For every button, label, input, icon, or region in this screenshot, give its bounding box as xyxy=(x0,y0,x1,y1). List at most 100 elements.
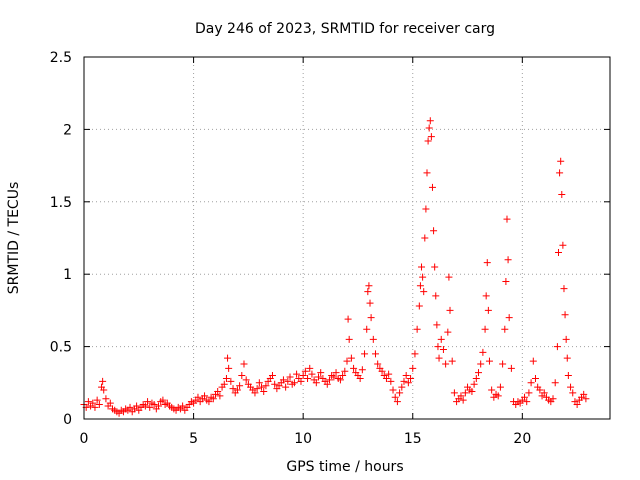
x-tick-label: 20 xyxy=(513,431,531,447)
data-point xyxy=(442,360,450,368)
data-point xyxy=(382,374,390,382)
data-point xyxy=(580,390,588,398)
data-point xyxy=(561,311,569,319)
data-point xyxy=(503,215,511,223)
data-point xyxy=(339,372,347,380)
data-point xyxy=(356,374,364,382)
data-point xyxy=(251,389,259,397)
data-point xyxy=(330,373,338,381)
data-point xyxy=(549,395,557,403)
data-point xyxy=(214,387,222,395)
y-tick-label: 1 xyxy=(63,267,72,283)
data-point xyxy=(364,288,372,296)
data-point xyxy=(419,273,427,281)
data-point xyxy=(422,205,430,213)
ticks: 0 5 10 15 20 0 0.5 1 1.5 2 2.5 xyxy=(50,50,610,447)
data-point xyxy=(425,124,433,132)
data-point xyxy=(502,277,510,285)
data-point xyxy=(391,393,399,401)
data-point xyxy=(459,396,467,404)
data-point xyxy=(445,273,453,281)
data-point xyxy=(369,335,377,343)
data-point xyxy=(527,379,535,387)
data-point xyxy=(262,382,270,390)
data-point xyxy=(282,383,290,391)
data-point xyxy=(504,256,512,264)
data-point xyxy=(416,282,424,290)
data-point xyxy=(341,367,349,375)
data-point xyxy=(418,263,426,271)
data-point xyxy=(523,398,531,406)
data-point xyxy=(308,370,316,378)
data-point xyxy=(426,117,434,125)
data-point xyxy=(290,379,298,387)
data-point xyxy=(569,389,577,397)
data-point xyxy=(559,241,567,249)
data-point xyxy=(564,372,572,380)
y-tick-label: 1.5 xyxy=(50,195,72,211)
data-point xyxy=(222,374,230,382)
data-point xyxy=(336,376,344,384)
data-point xyxy=(205,398,213,406)
data-point xyxy=(484,306,492,314)
data-point xyxy=(481,325,489,333)
data-point xyxy=(260,387,268,395)
data-point xyxy=(345,335,353,343)
data-point xyxy=(482,292,490,300)
plot-frame xyxy=(83,56,611,420)
data-point xyxy=(293,370,301,378)
data-point xyxy=(415,302,423,310)
y-tick-label: 2 xyxy=(63,122,72,138)
data-point xyxy=(301,367,309,375)
data-point xyxy=(505,314,513,322)
data-point xyxy=(529,357,537,365)
data-point xyxy=(240,360,248,368)
data-point xyxy=(421,234,429,242)
data-point xyxy=(499,360,507,368)
data-points xyxy=(80,117,590,417)
data-point xyxy=(404,379,412,387)
data-point xyxy=(387,377,395,385)
data-point xyxy=(194,393,202,401)
data-point xyxy=(304,374,312,382)
x-tick-label: 5 xyxy=(189,431,198,447)
data-point xyxy=(236,382,244,390)
data-point xyxy=(323,380,331,388)
y-tick-label: 0.5 xyxy=(50,340,72,356)
y-axis-label: SRMTID / TECUs xyxy=(6,182,22,295)
data-point xyxy=(89,399,97,407)
data-point xyxy=(258,383,266,391)
data-point xyxy=(350,364,358,372)
data-point xyxy=(556,169,564,177)
data-point xyxy=(155,402,163,410)
data-point xyxy=(475,369,482,377)
data-point xyxy=(312,379,320,387)
data-point xyxy=(446,306,454,314)
data-point xyxy=(396,389,404,397)
data-point xyxy=(402,372,410,380)
data-point xyxy=(434,343,442,351)
data-point xyxy=(99,377,107,385)
grid xyxy=(84,57,610,419)
data-point xyxy=(428,183,436,191)
data-point xyxy=(488,386,496,394)
data-point xyxy=(531,374,539,382)
data-point xyxy=(363,325,371,333)
data-point xyxy=(409,364,417,372)
data-point xyxy=(433,321,441,329)
data-point xyxy=(238,372,246,380)
data-point xyxy=(496,383,504,391)
data-point xyxy=(439,345,447,353)
data-point xyxy=(286,373,294,381)
y-tick-label: 2.5 xyxy=(50,50,72,66)
data-point xyxy=(268,372,276,380)
data-point xyxy=(358,366,366,374)
data-point xyxy=(437,335,445,343)
data-point xyxy=(448,357,456,365)
data-point xyxy=(573,401,581,409)
data-point xyxy=(93,396,101,404)
data-point xyxy=(420,288,428,296)
data-point xyxy=(472,374,480,382)
